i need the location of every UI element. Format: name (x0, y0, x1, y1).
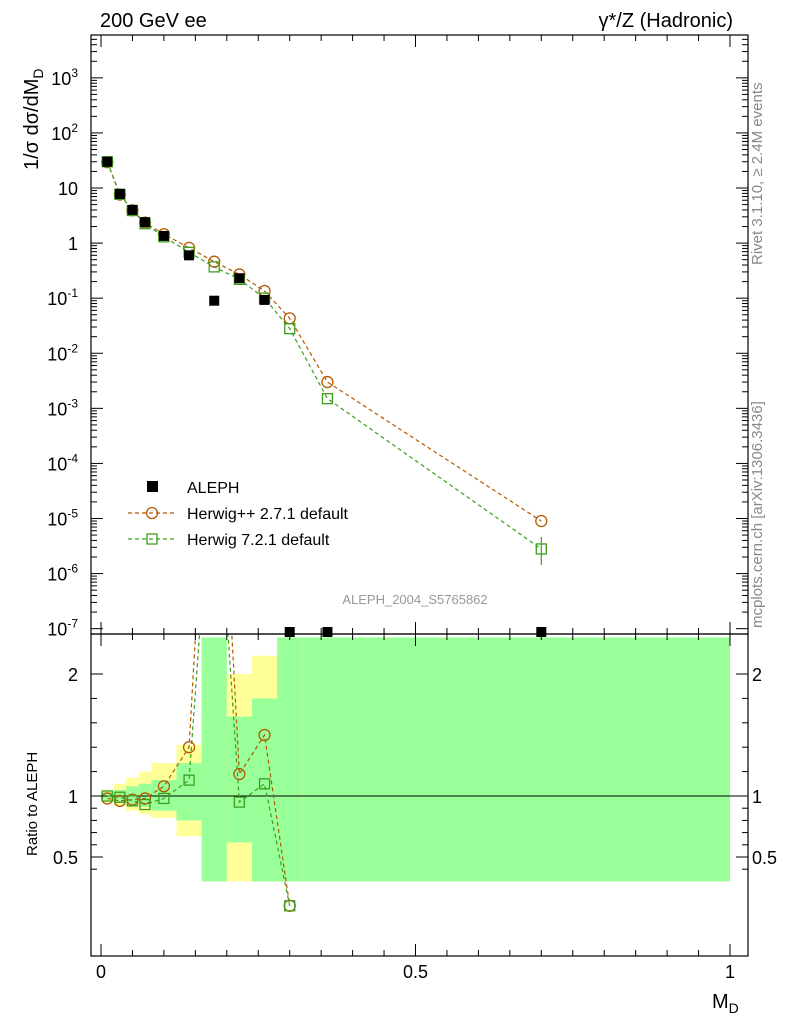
side-text-mcplots: mcplots.cern.ch [arXiv:1306.3436] (749, 401, 766, 628)
ratio-herwig7-point (258, 778, 271, 790)
legend-label-herwigpp: Herwig++ 2.7.1 default (187, 506, 349, 523)
legend-marker-herwig7 (146, 533, 158, 545)
ratio-herwig7-point (233, 796, 246, 808)
ratio-y-tick-label-right: 1 (752, 787, 762, 807)
y-tick-label: 10-4 (47, 451, 78, 474)
ratio-y-tick-label: 1 (68, 787, 78, 807)
main-ylabel: 1/σ dσ/dMD (21, 68, 46, 170)
band-inner (138, 783, 152, 807)
band-inner (151, 780, 177, 811)
left-title: 200 GeV ee (100, 10, 207, 32)
band-inner (302, 637, 730, 882)
herwigpp-point (283, 312, 296, 325)
y-tick-label: 102 (51, 121, 78, 144)
herwigpp-point (321, 375, 334, 389)
ratio-y-tick-label: 2 (68, 665, 78, 685)
y-tick-label: 10-7 (47, 617, 78, 640)
band-inner (277, 637, 303, 882)
herwigpp-point (258, 284, 271, 298)
aleph-point (259, 294, 270, 305)
ratio-ylabel: Ratio to ALEPH (24, 752, 41, 856)
aleph-point (234, 273, 245, 284)
legend-label-aleph: ALEPH (187, 480, 239, 497)
ratio-herwig7-point (158, 792, 170, 805)
ratio-herwigpp-point (157, 780, 171, 793)
ratio-bands (91, 637, 748, 882)
ratio-herwig7-line (107, 634, 291, 906)
ratio-herwig7-point (139, 798, 151, 811)
y-tick-label: 1 (68, 234, 78, 254)
legend: ALEPH Herwig++ 2.7.1 default Herwig 7.2.… (128, 480, 349, 549)
ratio-y-tick-label-right: 2 (752, 665, 762, 685)
y-tick-label: 10-1 (47, 286, 78, 309)
herwigpp-point (535, 514, 548, 528)
ratio-herwigpp-point (233, 767, 246, 781)
y-tick-label: 10-2 (47, 341, 78, 364)
ratio-herwig7-point (183, 774, 195, 786)
ratio-herwig7-point (126, 795, 139, 807)
y-tick-label: 10 (58, 179, 78, 199)
herwig7-point (208, 261, 220, 273)
x-tick-label: 0 (96, 962, 106, 982)
axes: 10-710-610-510-410-310-210-11101021030.5… (47, 34, 777, 982)
ratio-frame (90, 633, 749, 957)
band-inner (176, 763, 202, 821)
aleph-point (209, 295, 220, 306)
x-tick-label: 1 (725, 962, 735, 982)
ratio-plot-marks (101, 634, 296, 912)
herwigpp-line (106, 161, 542, 522)
legend-marker-herwigpp (145, 506, 159, 520)
main-plot-marks (101, 155, 548, 637)
herwig7-line (106, 161, 542, 550)
herwig7-point (284, 322, 296, 335)
ratio-series (101, 634, 296, 912)
ratio-herwig7-point (284, 900, 296, 912)
aleph-point (140, 217, 151, 228)
y-tick-label: 10-3 (47, 396, 78, 419)
legend-marker-aleph (147, 481, 158, 492)
herwig7-point (321, 392, 334, 405)
watermark: ALEPH_2004_S5765862 (342, 592, 487, 607)
side-text-rivet: Rivet 3.1.10, ≥ 2.4M events (749, 83, 766, 266)
aleph-point (184, 250, 195, 261)
ratio-herwigpp-line (107, 634, 291, 906)
legend-label-herwig7: Herwig 7.2.1 default (187, 532, 330, 549)
ratio-herwigpp-point (258, 728, 271, 742)
aleph-point (114, 188, 125, 199)
ratio-y-tick-label: 0.5 (53, 848, 78, 868)
y-tick-label: 103 (51, 66, 78, 89)
right-title: γ*/Z (Hadronic) (599, 10, 733, 32)
x-axis-label: MD (712, 991, 739, 1016)
ratio-herwigpp-point (138, 792, 152, 805)
ratio-herwigpp-point (182, 741, 196, 754)
aleph-point (102, 156, 113, 167)
aleph-point (127, 204, 138, 215)
ratio-herwig7-point (114, 791, 126, 803)
ratio-y-tick-label-right: 0.5 (752, 848, 777, 868)
aleph-point (322, 627, 333, 637)
y-tick-label: 10-5 (47, 507, 78, 530)
x-tick-label: 0.5 (403, 962, 428, 982)
aleph-point (158, 230, 169, 241)
band-inner (201, 637, 227, 882)
y-tick-label: 10-6 (47, 562, 78, 585)
